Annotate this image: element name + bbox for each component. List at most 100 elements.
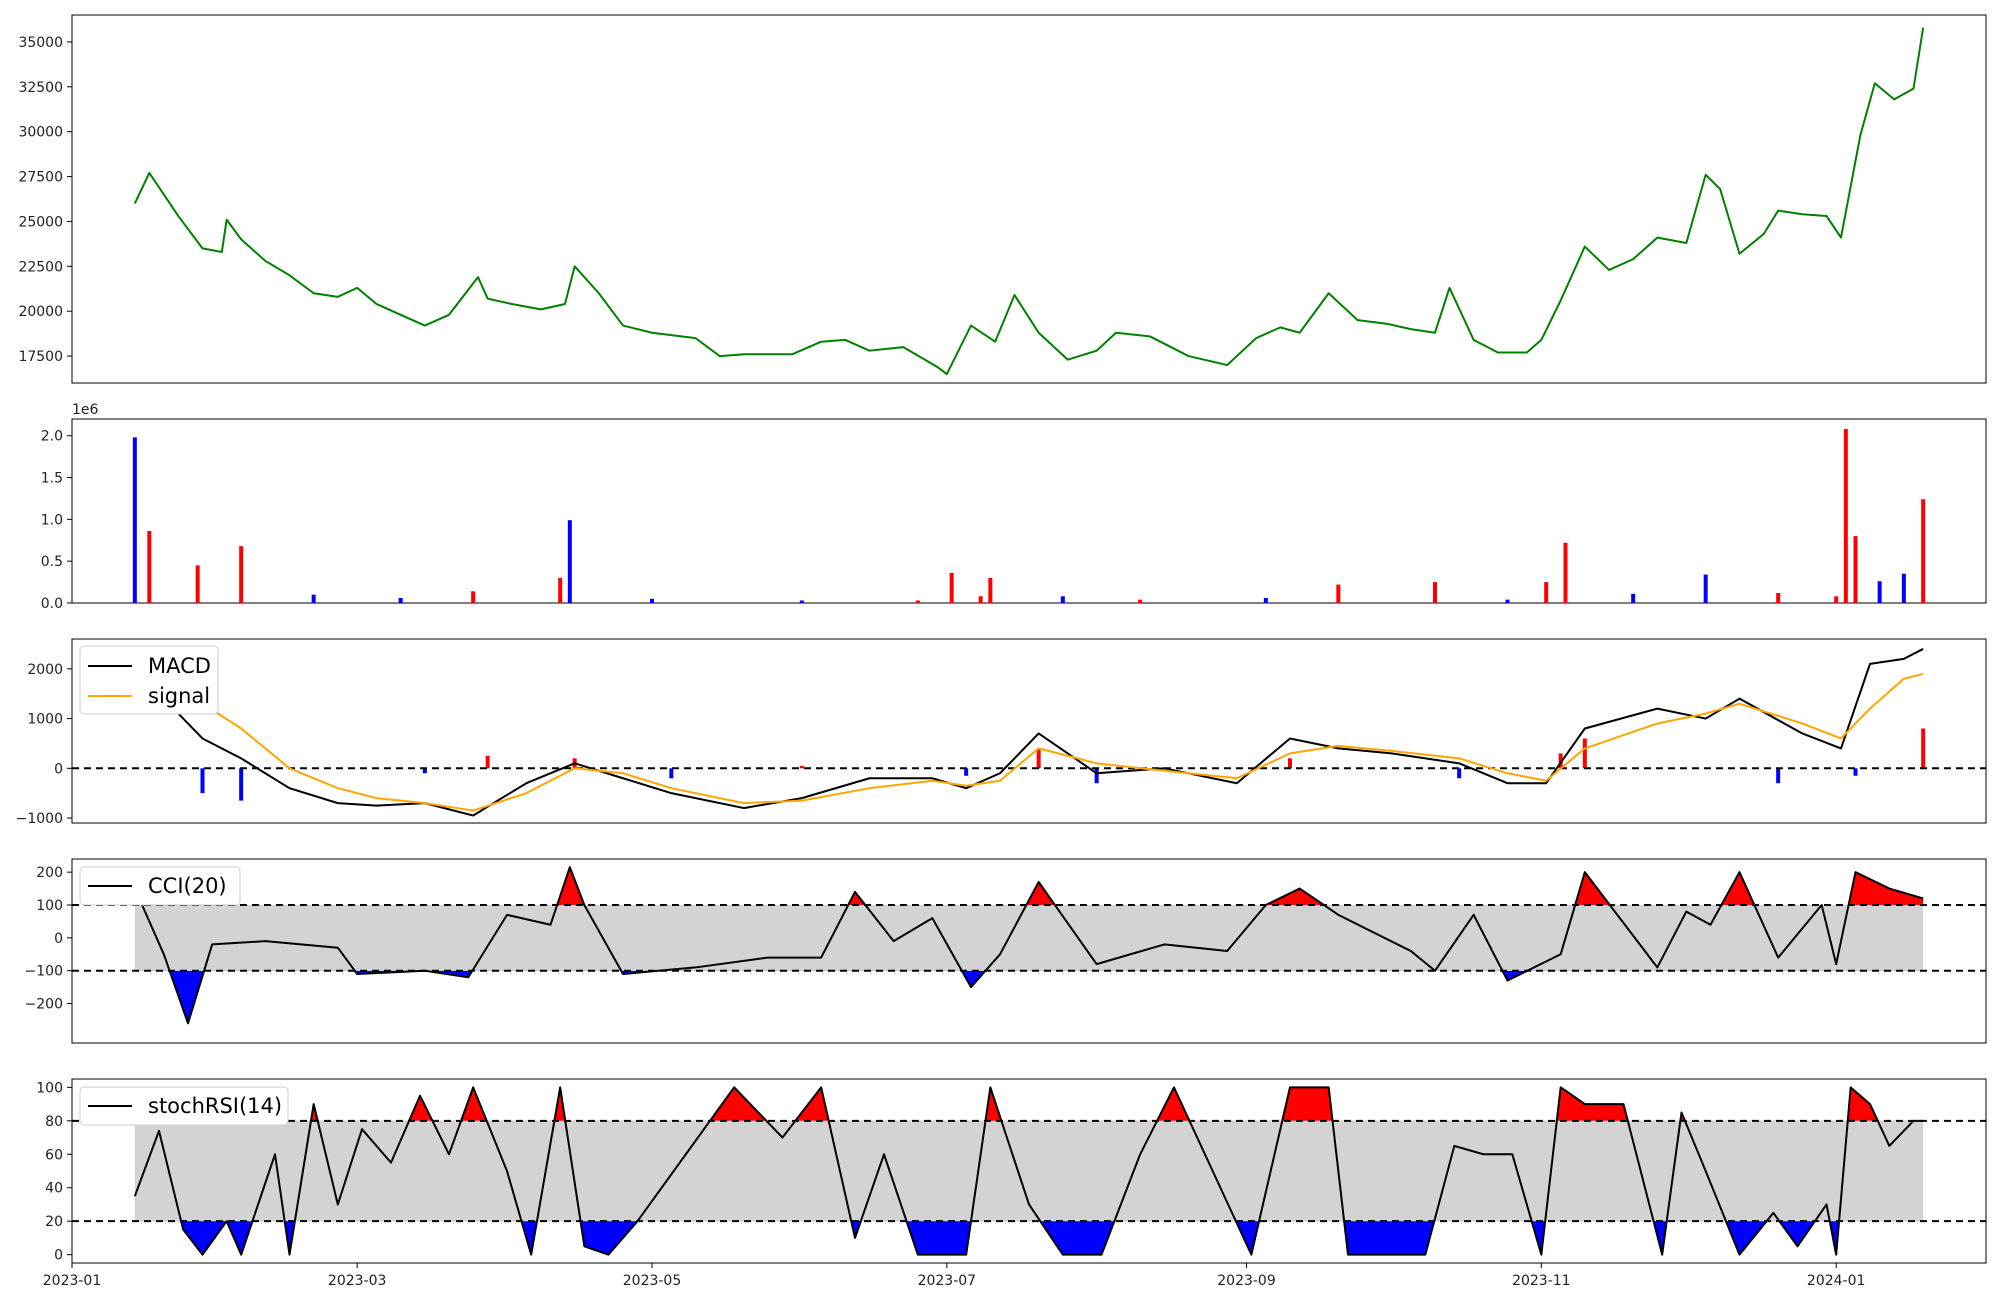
volume-bar	[398, 597, 403, 603]
legend-cci-label: CCI(20)	[148, 874, 227, 898]
macd-histogram-bar	[1558, 753, 1563, 769]
y-tick-label: 30000	[18, 125, 63, 141]
y-tick-label: 0.0	[41, 596, 63, 612]
volume-bar	[195, 565, 200, 603]
macd-histogram-bar	[422, 768, 427, 774]
volume-bar	[1563, 542, 1568, 603]
y-tick-label: 1000	[27, 712, 63, 728]
volume-bar	[978, 596, 983, 603]
y-tick-label: 27500	[18, 170, 63, 186]
x-tick-label: 2023-03	[328, 1273, 387, 1289]
volume-bar	[949, 572, 954, 603]
x-tick-label: 2023-05	[623, 1273, 682, 1289]
volume-bar	[799, 600, 804, 603]
macd-histogram-bar	[1094, 768, 1099, 784]
volume-bar	[1901, 573, 1906, 603]
y-tick-label: 200	[36, 865, 63, 881]
macd-panel: −1000 0 1000 2000	[16, 638, 1987, 827]
y-tick-label: 32500	[18, 80, 63, 96]
macd-histogram-bar	[799, 765, 804, 769]
y-tick-label: 0	[54, 1248, 63, 1264]
panel-frame	[71, 638, 1987, 824]
y-tick-label: 35000	[18, 35, 63, 51]
macd-histogram-bar	[239, 768, 244, 801]
stochrsi-overbought-fill	[310, 1087, 1878, 1121]
stochrsi-legend: stochRSI(14)	[79, 1086, 289, 1126]
y-tick-label: 100	[36, 1080, 63, 1096]
panel-frame	[71, 418, 1987, 604]
x-tick-label: 2023-01	[43, 1273, 102, 1289]
y-tick-label: 80	[45, 1114, 63, 1130]
volume-bar	[147, 531, 152, 603]
y-tick-label: 25000	[18, 214, 63, 230]
volume-bar	[1834, 596, 1839, 603]
panel-frame	[71, 14, 1987, 384]
cci-panel: −200 −100 0 100 200	[25, 858, 1987, 1044]
macd-histogram-bar	[1853, 768, 1858, 776]
y-tick-label: 20	[45, 1214, 63, 1230]
volume-bar	[567, 520, 572, 603]
cci-legend: CCI(20)	[79, 866, 241, 906]
stochrsi-panel: 0 20 40 60 80 100 2023-01 2023-03 2023-05 2023-07…	[36, 1078, 1987, 1289]
y-tick-label: −200	[25, 997, 63, 1013]
volume-panel: 0.0 0.5 1.0 1.5 2.0	[41, 418, 1987, 612]
volume-bar	[988, 577, 993, 603]
x-tick-label: 2024-01	[1807, 1273, 1866, 1289]
volume-bar	[1921, 499, 1926, 603]
y-tick-label: 2000	[27, 662, 63, 678]
volume-bar	[1433, 582, 1437, 603]
macd-histogram-bar	[1036, 748, 1041, 769]
volume-bar	[471, 591, 476, 603]
y-tick-label: −100	[25, 964, 63, 980]
volume-bar	[558, 577, 563, 603]
volume-bar	[311, 594, 316, 603]
y-tick-label: 2.0	[41, 429, 63, 445]
volume-bar	[1843, 429, 1848, 603]
y-tick-label: 40	[45, 1181, 63, 1197]
cci-line	[133, 866, 1924, 1025]
macd-histogram-bar	[1288, 758, 1292, 769]
price-line	[133, 27, 1925, 376]
volume-bar	[132, 437, 137, 603]
legend-stochrsi-label: stochRSI(14)	[148, 1094, 282, 1118]
y-tick-label: 100	[36, 898, 63, 914]
price-panel: 17500 20000 22500 25000 27500 30000 32500 35000	[18, 14, 1987, 384]
macd-histogram-bar	[1776, 768, 1781, 784]
macd-legend: MACD signal	[79, 645, 219, 715]
volume-bar	[1853, 536, 1858, 603]
legend-macd-label: MACD	[148, 654, 211, 678]
volume-bar	[1336, 584, 1341, 603]
macd-histogram-bar	[1582, 738, 1587, 769]
y-tick-label: 1.0	[41, 512, 63, 528]
macd-histogram-bar	[964, 768, 969, 776]
volume-offset-label: 1e6	[72, 402, 99, 418]
volume-bar	[1544, 582, 1549, 603]
y-tick-label: 0.5	[41, 554, 63, 570]
macd-histogram-bar	[485, 755, 490, 769]
macd-series-signal	[134, 672, 1924, 812]
macd-histogram-bar	[200, 768, 205, 794]
macd-histogram-bar	[669, 768, 674, 779]
volume-bar	[1631, 593, 1636, 603]
stochrsi-line	[133, 1086, 1924, 1256]
x-tick-label: 2023-07	[918, 1273, 977, 1289]
y-tick-label: 0	[54, 931, 63, 947]
y-tick-label: 0	[54, 761, 63, 777]
y-tick-label: −1000	[16, 811, 63, 827]
volume-bar	[650, 598, 654, 603]
volume-bar	[239, 546, 244, 603]
volume-bar	[1776, 592, 1781, 603]
x-tick-label: 2023-09	[1217, 1273, 1276, 1289]
y-tick-label: 17500	[18, 349, 63, 365]
y-tick-label: 20000	[18, 304, 63, 320]
cci-band-fill	[134, 905, 1924, 971]
volume-bar	[915, 600, 920, 603]
volume-bar	[1703, 574, 1708, 603]
macd-histogram-bar	[1457, 768, 1462, 779]
cci-overbought-fill	[134, 867, 1924, 905]
volume-bar	[1877, 581, 1882, 603]
macd-histogram-bar	[1921, 728, 1926, 769]
y-tick-label: 22500	[18, 259, 63, 275]
y-tick-label: 1.5	[41, 471, 63, 487]
